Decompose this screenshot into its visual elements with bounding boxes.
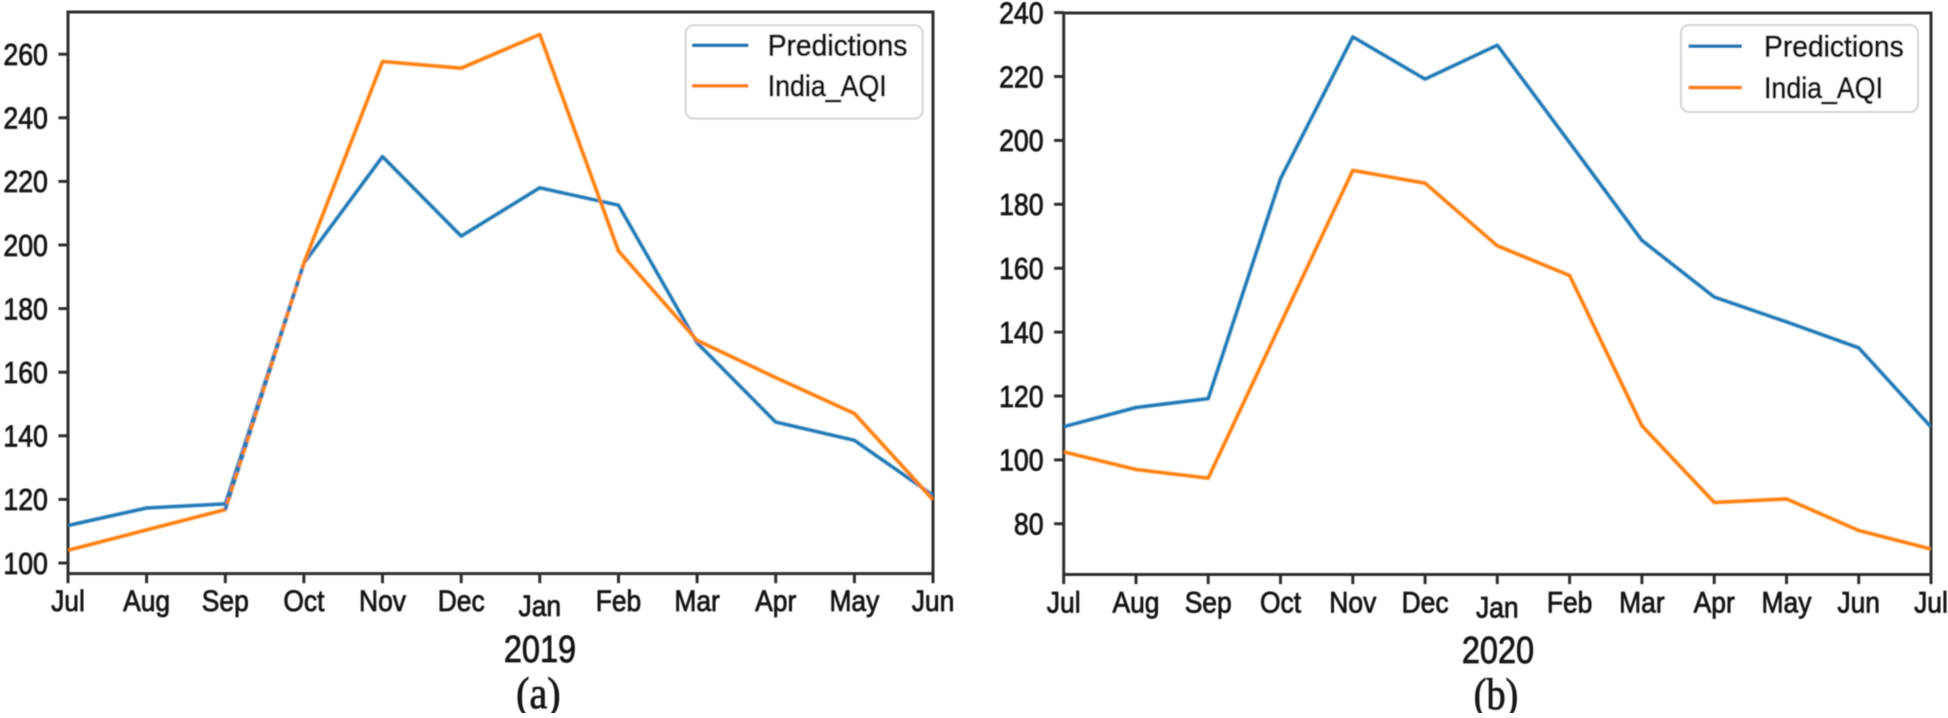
svg-text:Jun: Jun [912,585,955,618]
svg-text:260: 260 [3,37,48,72]
svg-text:2019: 2019 [504,629,576,671]
svg-text:Aug: Aug [123,585,170,618]
svg-text:120: 120 [999,379,1044,414]
svg-text:India_AQI: India_AQI [768,70,887,103]
svg-text:180: 180 [3,291,48,326]
svg-text:Sep: Sep [202,585,249,618]
svg-text:140: 140 [999,315,1044,350]
svg-text:(b): (b) [1474,670,1519,713]
svg-text:80: 80 [1014,507,1044,542]
svg-text:100: 100 [999,443,1044,478]
svg-text:Jul: Jul [1047,587,1081,620]
svg-text:Aug: Aug [1113,587,1160,620]
svg-text:Jan: Jan [1476,592,1519,625]
svg-text:Mar: Mar [1619,587,1665,620]
svg-text:Jan: Jan [519,590,562,623]
svg-text:Apr: Apr [755,585,796,618]
svg-text:200: 200 [3,228,48,263]
svg-text:180: 180 [999,187,1044,222]
svg-text:Oct: Oct [1260,587,1302,620]
svg-text:220: 220 [999,59,1044,94]
svg-text:240: 240 [999,0,1044,30]
svg-text:Predictions: Predictions [1764,31,1904,64]
svg-text:Dec: Dec [1402,587,1449,620]
svg-text:Jul: Jul [51,585,85,618]
svg-text:Jun: Jun [1837,587,1880,620]
svg-text:Mar: Mar [674,585,720,618]
svg-text:100: 100 [3,546,48,581]
svg-text:Nov: Nov [359,585,406,618]
svg-text:Nov: Nov [1329,587,1376,620]
svg-text:220: 220 [3,164,48,199]
svg-text:Predictions: Predictions [768,30,908,63]
svg-text:May: May [1762,587,1812,620]
svg-text:(a): (a) [516,669,561,713]
svg-text:Sep: Sep [1185,587,1232,620]
svg-text:Apr: Apr [1694,587,1735,620]
svg-text:Jul: Jul [1914,587,1948,620]
svg-text:Feb: Feb [596,585,642,618]
svg-text:120: 120 [3,482,48,517]
svg-text:200: 200 [999,123,1044,158]
svg-text:Feb: Feb [1547,587,1593,620]
svg-text:240: 240 [3,101,48,136]
svg-text:India_AQI: India_AQI [1764,72,1883,105]
svg-text:160: 160 [999,251,1044,286]
svg-text:Dec: Dec [438,585,485,618]
svg-text:2020: 2020 [1462,630,1534,672]
svg-text:May: May [829,585,879,618]
svg-text:160: 160 [3,355,48,390]
svg-text:140: 140 [3,419,48,454]
svg-text:Oct: Oct [283,585,325,618]
